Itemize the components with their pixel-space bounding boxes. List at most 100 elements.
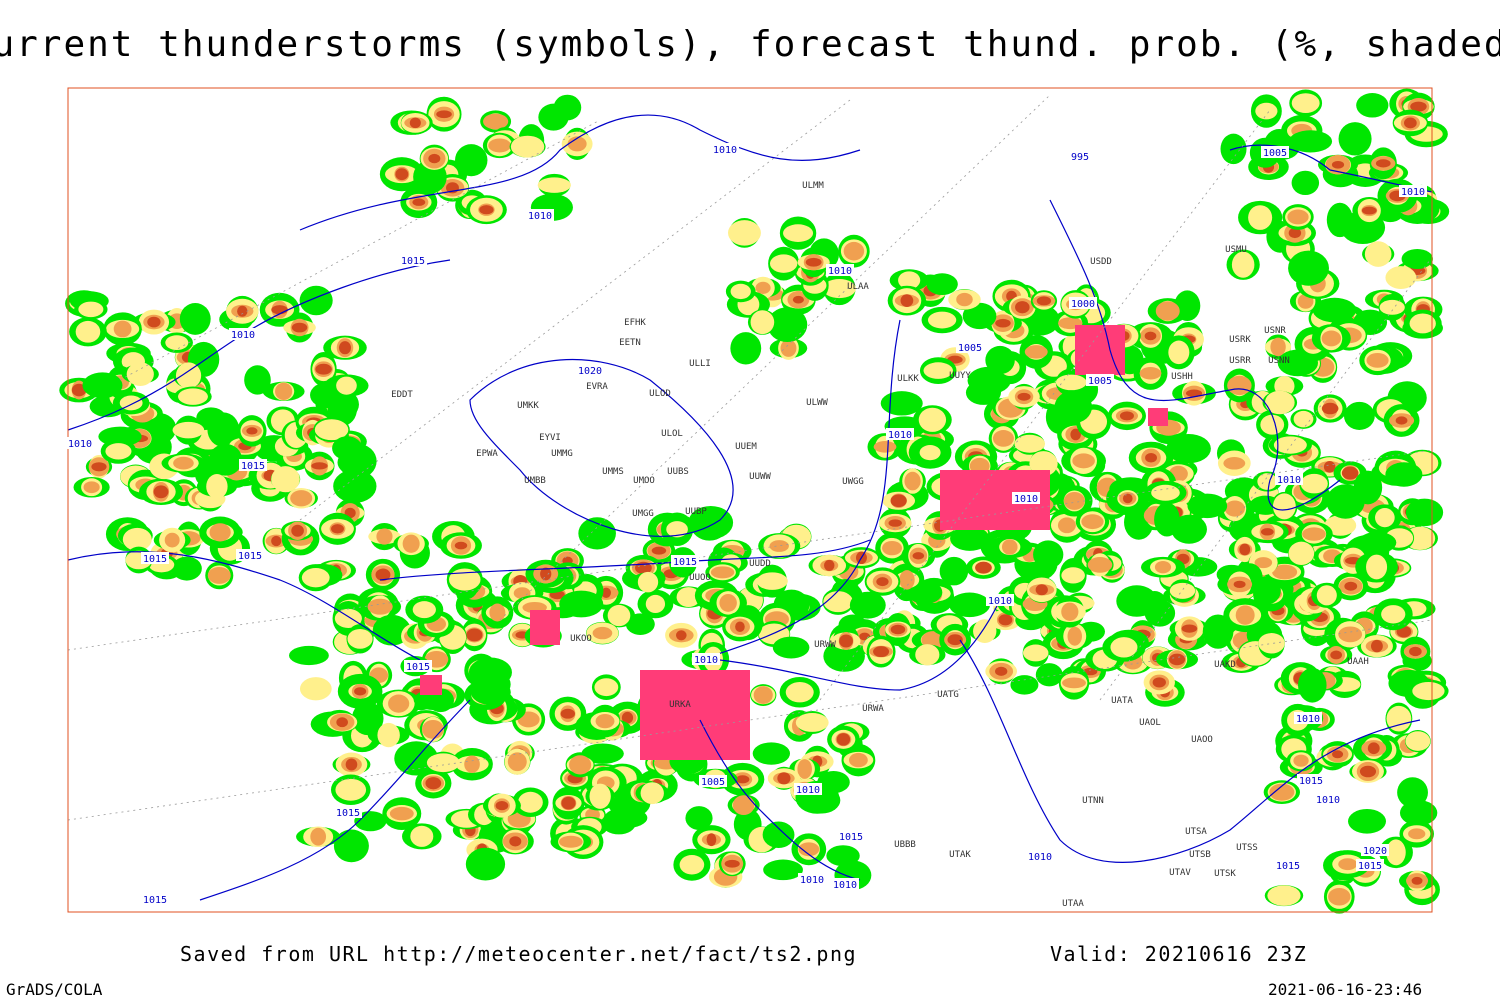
station-code: UUOO <box>689 573 711 583</box>
station-code: USNR <box>1264 326 1286 336</box>
isobar-label-bg <box>699 775 727 787</box>
shade-cell <box>873 441 897 453</box>
shade-cell <box>769 254 798 273</box>
shade-cell <box>1144 599 1176 627</box>
shade-cell <box>939 556 969 586</box>
shade-cell <box>1166 434 1211 464</box>
station-code: USMU <box>1225 245 1247 255</box>
shade-cell <box>1288 227 1302 239</box>
shade-cell <box>995 318 1011 328</box>
isobar-label: 995 <box>1071 152 1089 163</box>
shade-cell <box>1356 93 1389 118</box>
shade-cell <box>91 462 107 472</box>
shade-cell <box>688 505 734 540</box>
shade-cell <box>388 694 410 713</box>
isobar-label-bg <box>1026 850 1054 862</box>
shade-cell <box>1014 434 1046 453</box>
shade-cell <box>1033 540 1064 569</box>
isobar-label: 1020 <box>1363 846 1387 857</box>
isobar-label-bg <box>1066 150 1094 162</box>
isobar-label: 1010 <box>528 211 552 222</box>
shade-cell <box>1338 626 1363 643</box>
station-code: UWGG <box>842 477 864 487</box>
station-code: UUWW <box>749 472 771 482</box>
shade-cell <box>336 717 348 728</box>
shade-cell <box>1081 514 1104 530</box>
shade-cell <box>465 847 506 881</box>
shade-cell <box>1264 390 1295 415</box>
shade-cell <box>354 687 367 696</box>
shade-cell <box>422 719 444 739</box>
isobar-label: 1020 <box>578 366 602 377</box>
isobar-label: 1010 <box>1316 795 1340 806</box>
shade-cell <box>489 603 506 622</box>
valid-time: Valid: 20210616 23Z <box>1050 942 1307 966</box>
shade-cell <box>792 295 804 304</box>
shade-cell <box>679 854 705 875</box>
shade-cell <box>291 524 304 537</box>
station-code: ULOL <box>661 429 683 439</box>
shade-cell <box>1344 581 1358 591</box>
shade-cell <box>706 833 717 847</box>
shade-cell <box>1062 677 1086 689</box>
shade-cell <box>1298 667 1327 703</box>
shade-cell <box>244 365 271 395</box>
shade-cell <box>1070 428 1081 441</box>
isobar-label-bg <box>1275 473 1303 485</box>
shade-cell <box>1231 251 1255 278</box>
shade-cell <box>1411 876 1423 885</box>
shade-cell <box>338 341 352 355</box>
shade-cell <box>798 842 820 857</box>
shade-cell <box>1260 528 1274 536</box>
shade-cell <box>1409 646 1422 657</box>
shade-cell <box>1326 202 1353 238</box>
map-labels: 1010 1010 1015 1010 1010 1000 1005 1005 1020 1010… <box>66 143 1427 909</box>
shade-cell <box>769 540 789 552</box>
shade-cell <box>640 782 664 805</box>
shade-cell <box>1385 462 1423 487</box>
shade-cell <box>336 376 357 395</box>
isobar-label: 1010 <box>988 596 1012 607</box>
shade-cell <box>1291 170 1320 196</box>
shade-cell <box>1139 367 1162 380</box>
shade-cell <box>1087 557 1113 573</box>
shade-cell <box>777 772 791 785</box>
shade-cell <box>1272 493 1296 520</box>
isobar-label-bg <box>1261 146 1289 158</box>
shade-cell <box>1405 498 1444 527</box>
shade-cell <box>122 527 152 551</box>
shade-cell <box>1119 411 1134 421</box>
shade-cell <box>1293 410 1314 428</box>
shade-cell <box>271 535 282 547</box>
shade-cell <box>1258 633 1285 654</box>
shade-cell <box>454 541 468 550</box>
probability-shading <box>59 88 1450 914</box>
shade-cell <box>1332 750 1344 759</box>
shade-cell <box>637 571 659 593</box>
shade-cell <box>1408 828 1426 840</box>
shade-cell <box>354 811 387 832</box>
isobar-label: 1010 <box>1401 187 1425 198</box>
map-frame <box>67 87 1433 913</box>
station-code: UUBS <box>667 467 689 477</box>
shade-cell <box>1248 205 1273 230</box>
shade-cell <box>271 466 300 493</box>
shade-cell <box>1122 493 1133 504</box>
shade-cell <box>207 412 240 447</box>
isobar-label: 1015 <box>406 662 430 673</box>
shade-cell <box>1321 402 1339 415</box>
shade-cell <box>291 322 308 333</box>
shade-cell <box>78 301 104 318</box>
shade-cell <box>1330 650 1343 660</box>
shade-cell <box>540 567 552 581</box>
shade-cell <box>209 523 231 542</box>
shade-cell <box>753 686 773 704</box>
shade-cell <box>719 593 737 612</box>
shade-cell <box>785 682 814 703</box>
shade-cell <box>377 722 400 748</box>
storm-area <box>1148 408 1168 426</box>
shade-cell <box>410 825 434 847</box>
isobar-label-bg <box>1294 712 1322 724</box>
shade-cell <box>389 806 414 821</box>
isobar-label-bg <box>1297 774 1325 786</box>
